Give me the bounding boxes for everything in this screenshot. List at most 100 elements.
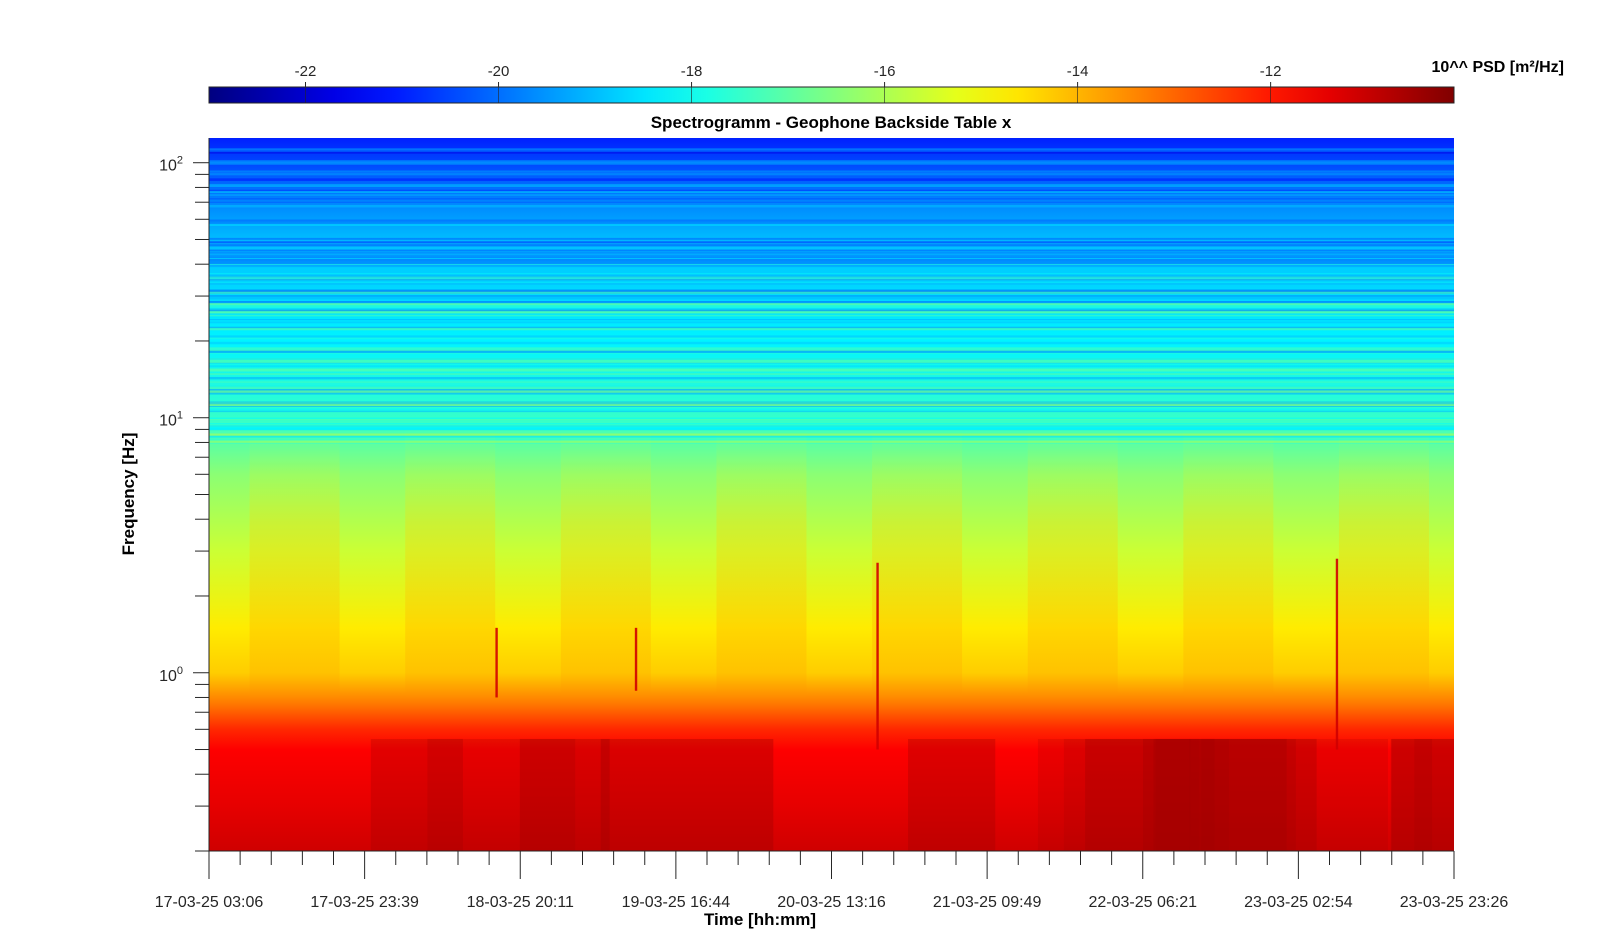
noise-line — [209, 172, 1454, 176]
x-axis-ticks: 17-03-25 03:06 17-03-25 23:39 18-03-25 20:… — [155, 851, 1509, 911]
activity-band — [249, 429, 340, 698]
noise-line — [209, 361, 1454, 363]
activity-band — [1027, 429, 1118, 698]
noise-line — [209, 221, 1454, 224]
noise-line — [209, 204, 1454, 208]
x-tick-label: 23-03-25 23:26 — [1400, 894, 1509, 911]
low-freq-patch — [427, 738, 576, 851]
spectral-noise-lines — [209, 148, 1454, 851]
noise-line — [209, 190, 1454, 193]
noise-line — [209, 350, 1454, 354]
noise-line — [209, 314, 1454, 317]
noise-line — [209, 441, 1454, 443]
noise-line — [209, 289, 1454, 292]
x-tick-label: 17-03-25 03:06 — [155, 894, 264, 911]
noise-line — [209, 276, 1454, 280]
noise-line — [209, 296, 1454, 300]
noise-line — [209, 337, 1454, 340]
noise-line — [209, 373, 1454, 375]
colorbar-tick-label: -20 — [488, 63, 510, 80]
low-freq-patch — [370, 738, 463, 851]
noise-line — [209, 281, 1454, 284]
noise-line — [209, 409, 1454, 412]
noise-line — [209, 376, 1454, 380]
x-tick-label: 23-03-25 02:54 — [1244, 894, 1353, 911]
low-freq-patch — [1189, 738, 1388, 851]
noise-line — [209, 438, 1454, 441]
noise-line — [209, 425, 1454, 428]
noise-line — [209, 405, 1454, 408]
noise-line — [209, 241, 1454, 244]
noise-line — [209, 219, 1454, 222]
activity-band — [1338, 429, 1429, 698]
activity-band — [1183, 429, 1274, 698]
noise-line — [209, 327, 1454, 331]
chart-title: Spectrogramm - Geophone Backside Table x — [651, 113, 1012, 132]
y-tick-label: 100 — [159, 665, 183, 685]
transient-event — [1335, 558, 1339, 750]
x-tick-label: 21-03-25 09:49 — [933, 894, 1042, 911]
noise-line — [209, 198, 1454, 200]
noise-line — [209, 255, 1454, 258]
low-freq-patch — [1414, 738, 1454, 851]
colorbar-tick-label: -18 — [681, 63, 703, 80]
noise-line — [209, 160, 1454, 163]
low-freq-patch — [1143, 738, 1317, 851]
noise-line — [209, 263, 1454, 266]
noise-line — [209, 178, 1454, 181]
colorbar-tick-label: -14 — [1067, 63, 1089, 80]
low-freq-patch — [1085, 738, 1215, 851]
noise-line — [209, 305, 1454, 307]
y-tick-exp: 1 — [177, 410, 183, 422]
noise-line — [209, 347, 1454, 350]
noise-line — [209, 411, 1454, 413]
noise-line — [209, 321, 1454, 324]
noise-line — [209, 303, 1454, 305]
noise-line — [209, 422, 1454, 425]
noise-line — [209, 365, 1454, 368]
noise-line — [209, 243, 1454, 247]
activity-band — [716, 429, 807, 698]
transient-event — [876, 562, 879, 750]
y-tick-base: 10 — [159, 668, 177, 685]
noise-line — [209, 250, 1454, 254]
noise-line — [209, 341, 1454, 345]
noise-line — [209, 148, 1454, 150]
activity-bands — [249, 429, 1429, 698]
noise-line — [209, 408, 1454, 410]
noise-line — [209, 311, 1454, 314]
noise-line — [209, 279, 1454, 281]
noise-line — [209, 273, 1454, 275]
noise-line — [209, 224, 1454, 226]
x-tick-label: 19-03-25 16:44 — [622, 894, 731, 911]
y-tick-base: 10 — [159, 158, 177, 175]
noise-line — [209, 417, 1454, 420]
x-tick-label: 18-03-25 20:11 — [467, 894, 574, 911]
noise-line — [209, 335, 1454, 339]
noise-line — [209, 264, 1454, 268]
noise-line — [209, 349, 1454, 352]
colorbar-label: 10^^ PSD [m²/Hz] — [1432, 59, 1564, 76]
noise-line — [209, 171, 1454, 174]
x-tick-label: 22-03-25 06:21 — [1088, 894, 1197, 911]
transient-event — [634, 627, 638, 691]
spectrogram-image — [209, 138, 1454, 851]
noise-line — [209, 300, 1454, 303]
noise-line — [209, 386, 1454, 389]
noise-line — [209, 442, 1454, 444]
x-tick-label: 17-03-25 23:39 — [310, 894, 419, 911]
colorbar-tick-label: -16 — [874, 63, 896, 80]
low-freq-patch — [1037, 738, 1191, 851]
noise-line — [209, 401, 1454, 405]
noise-line — [209, 388, 1454, 392]
noise-line — [209, 162, 1454, 165]
colorbar-ticks: -22 -20 -18 -16 -14 -12 — [295, 63, 1281, 103]
noise-line — [209, 249, 1454, 251]
noise-line — [209, 194, 1454, 196]
low-freq-patch — [1390, 738, 1454, 851]
noise-line — [209, 189, 1454, 192]
y-tick-exp: 2 — [177, 155, 183, 167]
activity-band — [872, 429, 963, 698]
